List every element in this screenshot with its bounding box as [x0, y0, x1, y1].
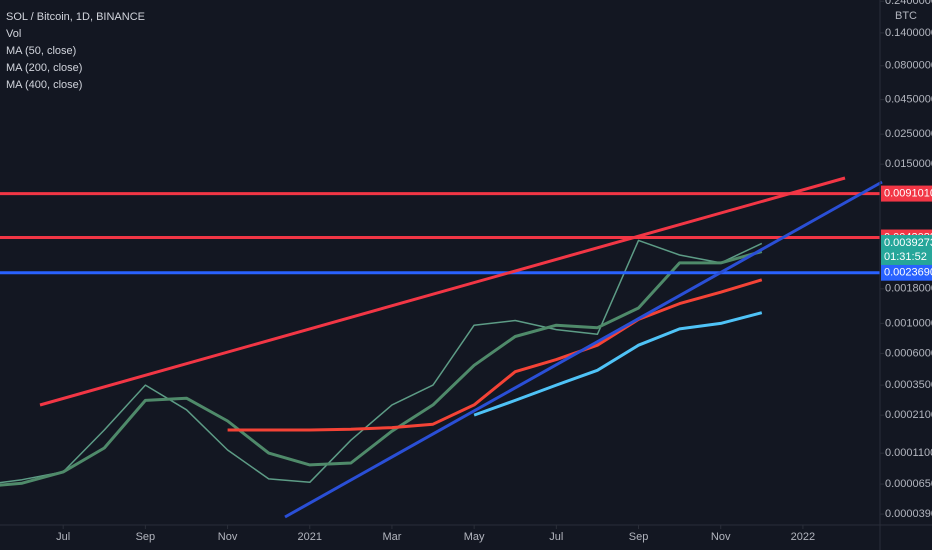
x-tick-label: May	[464, 531, 485, 543]
legend-entry: Vol	[6, 28, 21, 40]
last-price-box	[881, 234, 932, 265]
legend-entry: MA (50, close)	[6, 45, 76, 57]
legend: SOL / Bitcoin, 1D, BINANCE Vol MA (50, c…	[6, 11, 145, 91]
y-tick-label: 0.2400000	[885, 0, 932, 7]
x-tick-label: Mar	[382, 531, 401, 543]
x-tick-label: Nov	[218, 531, 238, 543]
x-tick-label: Nov	[711, 531, 731, 543]
legend-entry: MA (200, close)	[6, 62, 82, 74]
price-label-box	[881, 185, 932, 202]
y-tick-label: 0.0001100	[885, 447, 932, 459]
price-label: 0.0091010	[884, 187, 932, 199]
legend-entry: MA (400, close)	[6, 79, 82, 91]
unit-label: BTC	[895, 10, 917, 22]
y-tick-label: 0.0450000	[885, 94, 932, 106]
price-label: 0.0023690	[884, 267, 932, 279]
y-tick-label: 0.0800000	[885, 60, 932, 72]
price-label-box	[881, 264, 932, 281]
y-tick-label: 0.0003500	[885, 379, 932, 391]
y-tick-label: 0.0018000	[885, 283, 932, 295]
ma-line	[473, 311, 763, 417]
x-tick-label: Sep	[629, 531, 649, 543]
y-tick-label: 0.0010000	[885, 317, 932, 329]
y-tick-label: 0.0000390	[885, 508, 932, 520]
ma-line	[227, 278, 763, 432]
y-tick-label: 0.0000650	[885, 478, 932, 490]
trend-line[interactable]	[284, 180, 883, 519]
x-tick-label: Jul	[56, 531, 70, 543]
price-line	[0, 239, 763, 484]
y-tick-label: 0.0006000	[885, 347, 932, 359]
last-price-label: 0.0039273	[884, 237, 932, 249]
y-tick-label: 0.1400000	[885, 27, 932, 39]
x-tick-label: Jul	[549, 531, 563, 543]
trend-line[interactable]	[39, 176, 846, 407]
y-tick-label: 0.0150000	[885, 158, 932, 170]
countdown: 01:31:52	[884, 251, 927, 263]
y-tick-label: 0.0250000	[885, 128, 932, 140]
x-tick-label: 2022	[791, 531, 815, 543]
ma-line	[0, 250, 763, 487]
chart-title: SOL / Bitcoin, 1D, BINANCE	[6, 11, 145, 23]
x-tick-label: Sep	[136, 531, 156, 543]
axes: 0.2400000 0.1400000 0.0800000 0.0450000 0.02…	[56, 0, 932, 543]
x-tick-label: 2021	[298, 531, 322, 543]
plot-area	[0, 192, 880, 487]
y-tick-label: 0.0002100	[885, 409, 932, 421]
